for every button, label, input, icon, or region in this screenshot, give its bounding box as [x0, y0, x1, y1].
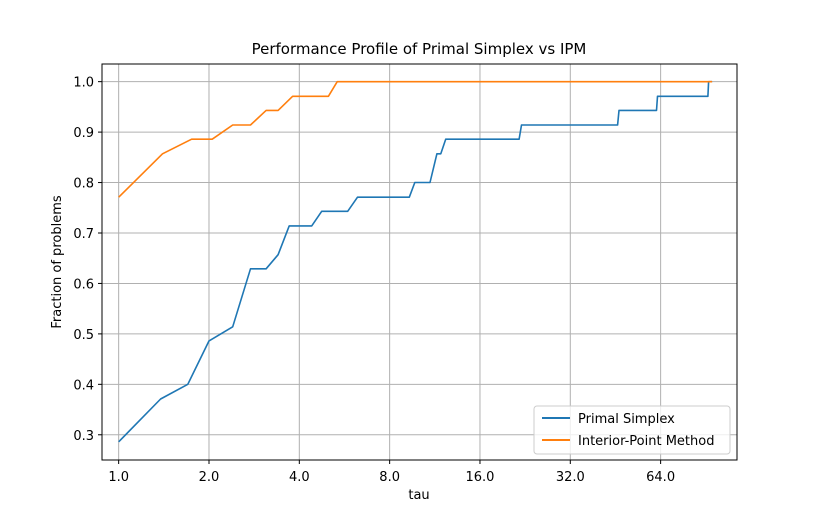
- chart-title: Performance Profile of Primal Simplex vs…: [252, 40, 587, 58]
- series-line-interior-point-method: [118, 80, 713, 198]
- ticks: 1.0 2.0 4.0 8.0 16.0 32.0 64.0 0.3 0.4 0.5 0.6 0.7 0…: [73, 76, 675, 485]
- y-axis-label: Fraction of problems: [50, 195, 65, 328]
- series-layer: [118, 80, 713, 443]
- x-tick-label: 16.0: [465, 470, 494, 485]
- x-axis-label: tau: [408, 488, 429, 503]
- plot-frame: [101, 63, 738, 461]
- x-tick-label: 64.0: [646, 470, 675, 485]
- y-tick-label: 0.7: [73, 227, 94, 242]
- x-tick-label: 1.0: [108, 470, 129, 485]
- x-tick-label: 32.0: [556, 470, 585, 485]
- y-tick-label: 0.3: [73, 429, 94, 444]
- y-tick-label: 1.0: [73, 76, 94, 91]
- y-tick-label: 0.5: [73, 328, 94, 343]
- x-tick-label: 2.0: [199, 470, 220, 485]
- y-tick-label: 0.6: [73, 277, 94, 292]
- y-tick-label: 0.9: [73, 126, 94, 141]
- x-tick-label: 4.0: [289, 470, 310, 485]
- legend-label-primal-simplex: Primal Simplex: [578, 412, 675, 427]
- legend-label-interior-point-method: Interior-Point Method: [578, 434, 714, 449]
- series-line-primal-simplex: [118, 80, 713, 443]
- legend-box: [533, 405, 731, 455]
- grid: [102, 64, 737, 460]
- x-tick-label: 8.0: [379, 470, 400, 485]
- y-tick-label: 0.4: [73, 378, 94, 393]
- legend: Primal Simplex Interior-Point Method: [533, 405, 731, 455]
- y-tick-label: 0.8: [73, 177, 94, 192]
